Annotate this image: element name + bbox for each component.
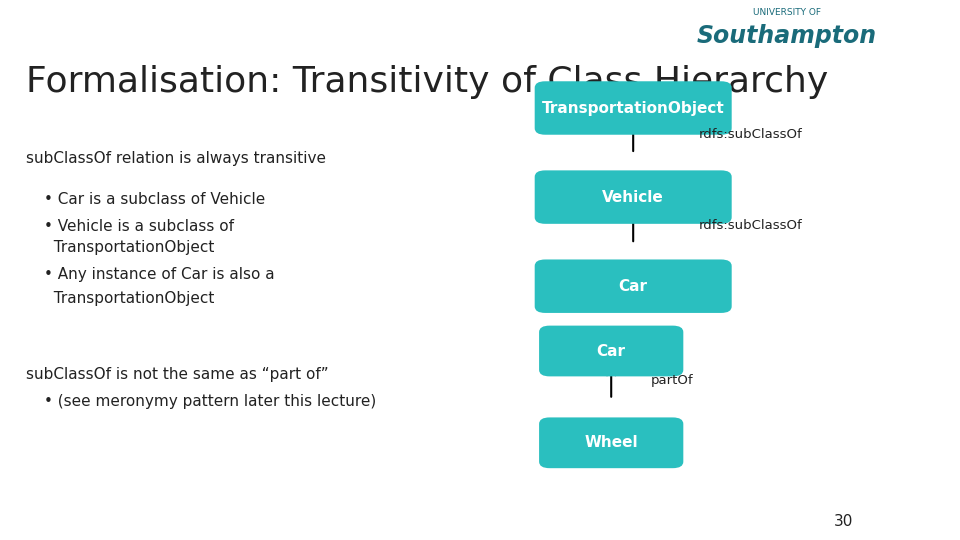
Text: rdfs:subClassOf: rdfs:subClassOf bbox=[699, 129, 803, 141]
Text: • Vehicle is a subclass of: • Vehicle is a subclass of bbox=[44, 219, 234, 234]
FancyBboxPatch shape bbox=[535, 81, 732, 134]
Text: 30: 30 bbox=[833, 514, 853, 529]
Text: • (see meronymy pattern later this lecture): • (see meronymy pattern later this lectu… bbox=[44, 394, 376, 409]
FancyBboxPatch shape bbox=[535, 260, 732, 313]
Text: Vehicle: Vehicle bbox=[602, 190, 664, 205]
Text: Car: Car bbox=[618, 279, 648, 294]
Text: subClassOf relation is always transitive: subClassOf relation is always transitive bbox=[26, 151, 326, 166]
Text: TransportationObject: TransportationObject bbox=[44, 291, 214, 306]
Text: Wheel: Wheel bbox=[585, 435, 638, 450]
Text: • Car is a subclass of Vehicle: • Car is a subclass of Vehicle bbox=[44, 192, 265, 207]
Text: TransportationObject: TransportationObject bbox=[44, 240, 214, 255]
Text: partOf: partOf bbox=[651, 374, 693, 387]
FancyBboxPatch shape bbox=[540, 326, 684, 376]
Text: Car: Car bbox=[597, 343, 626, 359]
FancyBboxPatch shape bbox=[535, 171, 732, 224]
Text: Southampton: Southampton bbox=[697, 24, 877, 48]
Text: rdfs:subClassOf: rdfs:subClassOf bbox=[699, 219, 803, 232]
Text: subClassOf is not the same as “part of”: subClassOf is not the same as “part of” bbox=[26, 367, 329, 382]
Text: Formalisation: Transitivity of Class Hierarchy: Formalisation: Transitivity of Class Hie… bbox=[26, 65, 828, 99]
Text: TransportationObject: TransportationObject bbox=[541, 100, 725, 116]
FancyBboxPatch shape bbox=[540, 417, 684, 468]
Text: UNIVERSITY OF: UNIVERSITY OF bbox=[753, 8, 821, 17]
Text: • Any instance of Car is also a: • Any instance of Car is also a bbox=[44, 267, 275, 282]
